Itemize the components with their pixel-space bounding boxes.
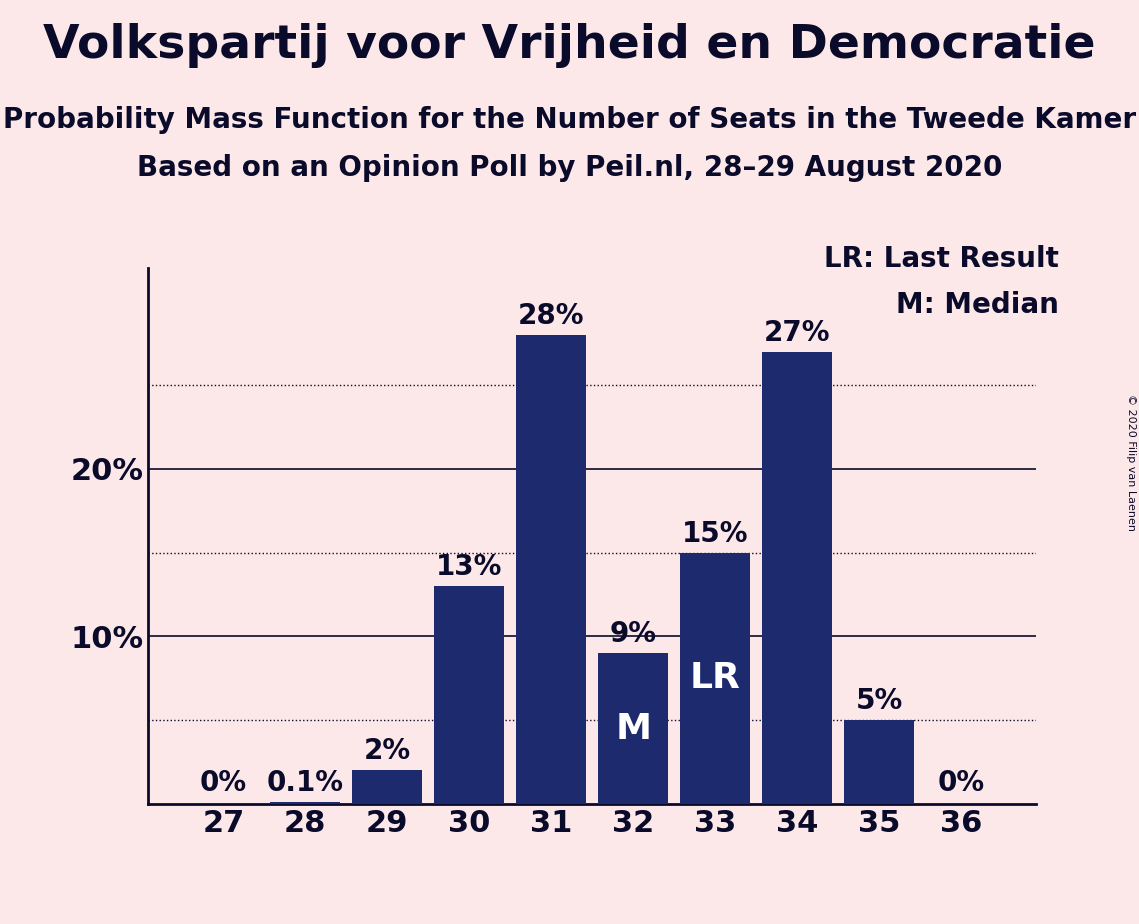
Text: 5%: 5% [855, 687, 903, 715]
Bar [516, 335, 587, 804]
Text: 27%: 27% [764, 319, 830, 346]
Text: 13%: 13% [436, 553, 502, 581]
Bar [680, 553, 751, 804]
Text: 15%: 15% [682, 519, 748, 548]
Text: © 2020 Filip van Laenen: © 2020 Filip van Laenen [1126, 394, 1136, 530]
Text: 28%: 28% [518, 302, 584, 330]
Text: 0%: 0% [199, 769, 247, 797]
Text: M: M [615, 711, 652, 746]
Bar [762, 352, 833, 804]
Text: LR: Last Result: LR: Last Result [825, 245, 1059, 273]
Bar [598, 653, 669, 804]
Text: LR: LR [690, 662, 740, 695]
Bar [270, 802, 341, 804]
Text: 0%: 0% [937, 769, 985, 797]
Text: Probability Mass Function for the Number of Seats in the Tweede Kamer: Probability Mass Function for the Number… [3, 106, 1136, 134]
Text: M: Median: M: Median [896, 291, 1059, 319]
Bar [434, 586, 505, 804]
Text: 0.1%: 0.1% [267, 769, 344, 797]
Text: Based on an Opinion Poll by Peil.nl, 28–29 August 2020: Based on an Opinion Poll by Peil.nl, 28–… [137, 154, 1002, 182]
Text: 2%: 2% [363, 737, 411, 765]
Bar [844, 720, 915, 804]
Text: Volkspartij voor Vrijheid en Democratie: Volkspartij voor Vrijheid en Democratie [43, 23, 1096, 68]
Text: 9%: 9% [609, 620, 657, 648]
Bar [352, 771, 423, 804]
